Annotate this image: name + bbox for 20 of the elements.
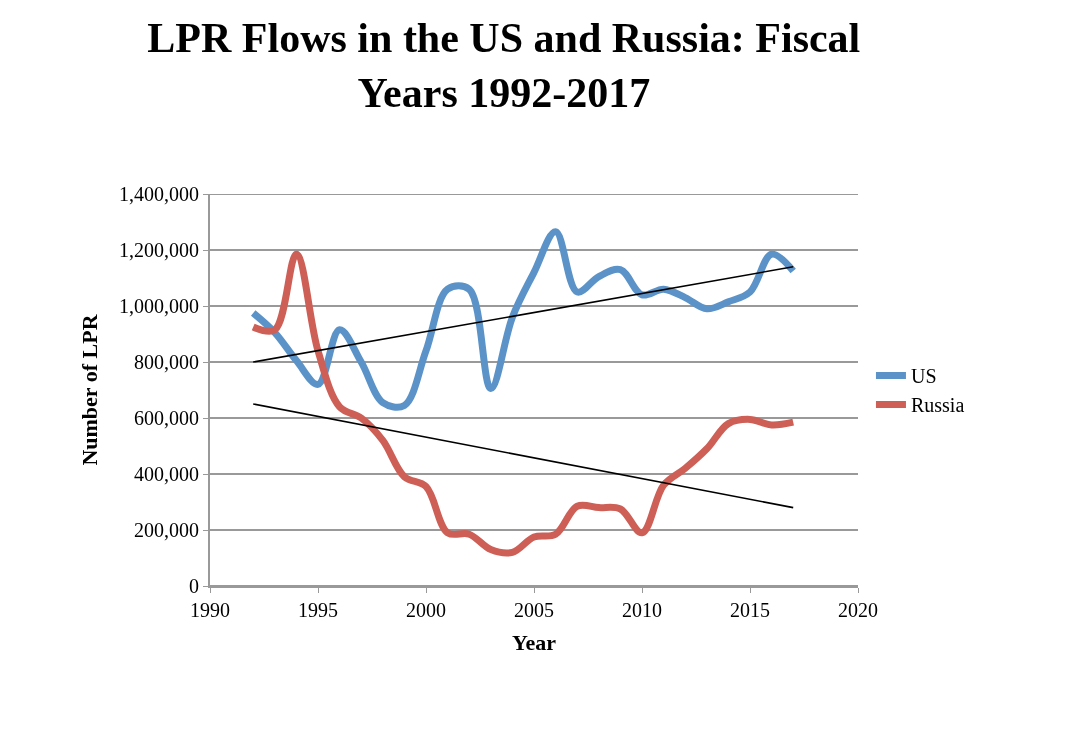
y-tick-label: 800,000 — [134, 351, 199, 373]
x-axis-title: Year — [512, 630, 557, 656]
y-tick-label: 400,000 — [134, 463, 199, 485]
y-tick-label: 200,000 — [134, 519, 199, 541]
y-tick-label: 1,200,000 — [119, 239, 199, 261]
x-tick-label: 2015 — [730, 599, 770, 621]
x-tick-label: 2000 — [406, 599, 446, 621]
y-tick-label: 1,400,000 — [119, 183, 199, 205]
x-tick-label: 2020 — [838, 599, 878, 621]
y-tick-label: 1,000,000 — [119, 295, 199, 317]
x-tick-label: 2010 — [622, 599, 662, 621]
y-tick-label: 0 — [189, 575, 199, 597]
x-tick-label: 2005 — [514, 599, 554, 621]
legend-label: Russia — [910, 394, 965, 417]
chart-title: LPR Flows in the US and Russia: Fiscal Years 1992-2017 — [147, 14, 861, 116]
x-tick-label: 1990 — [190, 599, 230, 621]
y-axis-title: Number of LPR — [77, 313, 103, 466]
y-tick-label: 600,000 — [134, 407, 199, 429]
x-tick-label: 1995 — [298, 599, 338, 621]
legend-label: US — [910, 365, 937, 388]
